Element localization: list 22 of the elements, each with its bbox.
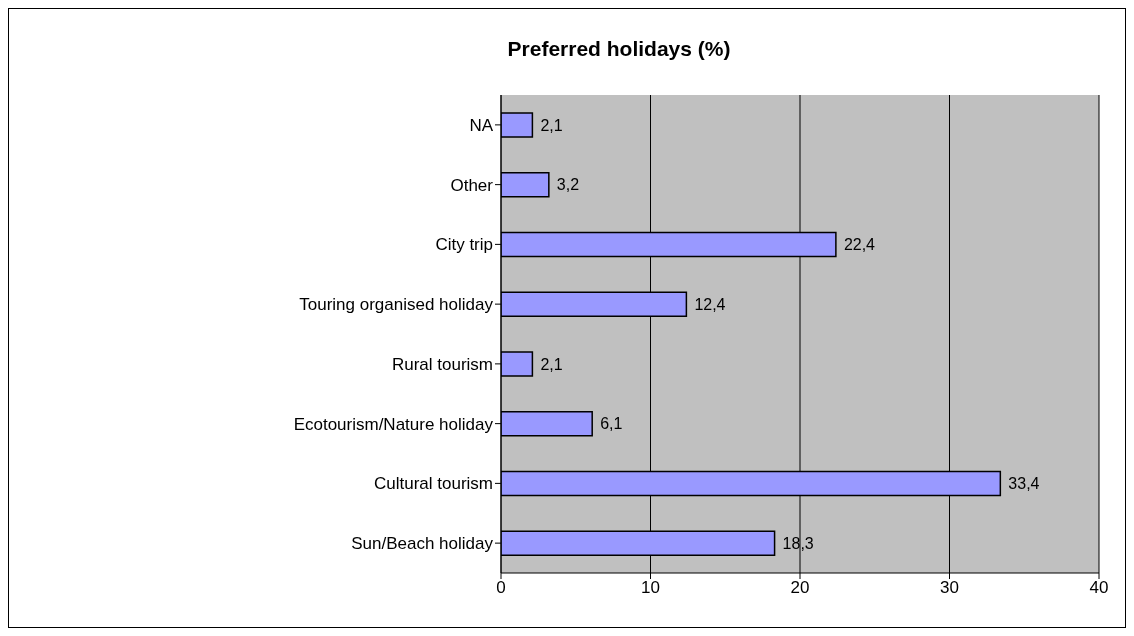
data-label: 33,4 [1008,475,1040,492]
data-label: 6,1 [600,415,623,433]
data-label: 2,1 [540,355,563,373]
data-label: 2,1 [540,116,563,134]
y-tick-label: Cultural tourism [373,474,493,494]
y-tick-label: Other [450,175,494,195]
data-label: 22,4 [843,236,876,253]
chart-title: Preferred holidays (%) [506,37,732,61]
y-tick-label: Rural tourism [391,354,493,374]
y-tick-label: Touring organised holiday [299,295,494,315]
data-label: 3,2 [556,176,580,194]
x-tick-label: 10 [641,578,660,598]
x-tick-label: 30 [940,578,959,598]
y-tick-label: City trip [435,235,493,255]
x-tick-label: 40 [1089,578,1109,598]
y-tick-label: NA [469,115,494,135]
x-tick-label: 20 [790,578,810,598]
data-label: 12,4 [694,295,726,313]
y-tick-label: Ecotourism/Nature holiday [293,414,494,434]
x-tick-label: 0 [496,578,506,598]
data-label: 18,3 [782,534,814,552]
y-tick-label: Sun/Beach holiday [351,534,494,554]
